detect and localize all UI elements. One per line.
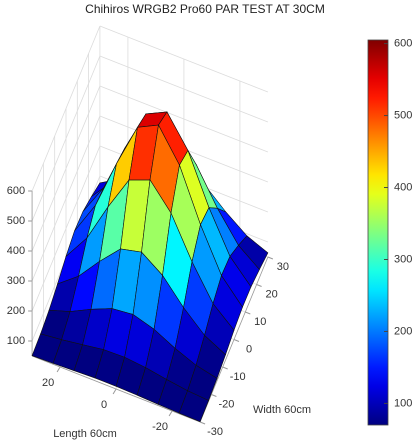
grid-line xyxy=(31,55,101,222)
x-tick xyxy=(112,388,117,395)
x-tick-label: -20 xyxy=(152,421,168,433)
colorbar-tick-label: 300 xyxy=(394,253,412,265)
colorbar-tick-label: 400 xyxy=(394,181,412,193)
y-tick-label: -20 xyxy=(218,398,234,410)
y-tick-label: -30 xyxy=(207,426,223,438)
y-axis-label: Width 60cm xyxy=(253,404,311,416)
x-axis-label: Length 60cm xyxy=(53,428,117,440)
y-tick xyxy=(233,339,240,342)
grid-line xyxy=(99,85,269,153)
grid-line xyxy=(31,145,101,312)
z-tick-label: 200 xyxy=(7,305,25,317)
y-tick-label: 10 xyxy=(254,316,266,328)
colorbar-tick-label: 500 xyxy=(394,109,412,121)
grid-line xyxy=(31,115,101,282)
y-tick-label: -10 xyxy=(230,371,246,383)
y-tick-label: 20 xyxy=(265,288,277,300)
colorbar-tick-label: 200 xyxy=(394,325,412,337)
y-tick-label: 30 xyxy=(277,261,289,273)
z-tick-label: 100 xyxy=(7,335,25,347)
y-tick xyxy=(245,311,251,315)
y-tick xyxy=(256,284,262,287)
y-tick xyxy=(199,421,206,425)
z-tick-label: 500 xyxy=(7,215,25,227)
surface-cell xyxy=(178,390,209,423)
colorbar xyxy=(367,39,389,426)
colorbar-tick-label: 100 xyxy=(394,397,412,409)
y-tick xyxy=(222,366,228,370)
grid-line xyxy=(99,55,269,123)
y-tick-label: 0 xyxy=(246,343,252,355)
grid-line xyxy=(31,25,101,192)
chart-title: Chihiros WRGB2 Pro60 PAR TEST AT 30CM xyxy=(85,2,325,16)
y-tick xyxy=(267,256,274,260)
grid-line xyxy=(99,25,269,93)
y-tick xyxy=(211,394,217,397)
z-tick-label: 600 xyxy=(7,185,25,197)
x-tick-label: 0 xyxy=(101,399,107,411)
x-tick-label: 20 xyxy=(42,377,54,389)
colorbar-tick-label: 600 xyxy=(394,38,412,50)
z-tick-label: 300 xyxy=(7,275,25,287)
z-tick-label: 400 xyxy=(7,245,25,257)
grid-line xyxy=(31,85,101,252)
x-tick xyxy=(168,410,173,417)
x-tick xyxy=(56,366,61,373)
